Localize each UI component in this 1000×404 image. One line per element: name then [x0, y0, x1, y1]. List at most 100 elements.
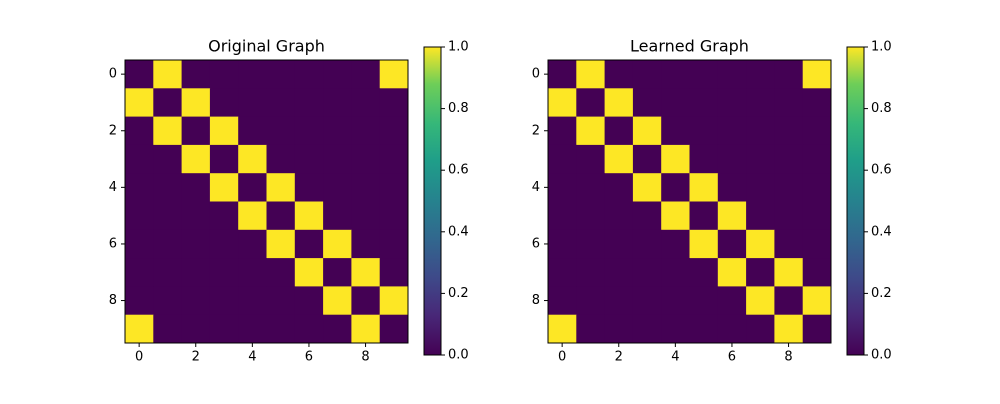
y-tick-label: 0 — [109, 67, 117, 82]
colorbar — [846, 46, 865, 356]
cell — [717, 229, 747, 259]
colorbar-tick-label: 0.8 — [871, 101, 892, 116]
cell — [209, 60, 239, 89]
cell — [717, 173, 747, 202]
cell — [209, 314, 239, 344]
cell — [351, 173, 381, 202]
cell — [351, 144, 381, 174]
cell — [576, 88, 605, 117]
cell — [294, 201, 324, 231]
cell — [604, 286, 634, 316]
cell — [661, 88, 690, 117]
cell — [125, 144, 154, 174]
colorbar-tick-label: 0.6 — [448, 163, 469, 178]
cell — [125, 286, 154, 316]
cell — [746, 173, 775, 202]
cell — [209, 88, 239, 117]
cell — [351, 229, 381, 259]
cell — [746, 286, 775, 316]
cell — [604, 314, 634, 344]
cell — [548, 258, 577, 287]
cell — [548, 60, 577, 89]
cell — [802, 60, 832, 89]
cell — [181, 314, 211, 344]
colorbar-tick-label: 0.6 — [871, 163, 892, 178]
cell — [351, 60, 381, 89]
cell — [717, 60, 747, 89]
cell — [323, 60, 352, 89]
cell — [604, 258, 634, 287]
cell — [379, 116, 409, 146]
cell — [802, 201, 832, 231]
cell — [689, 201, 719, 231]
y-tick-label: 2 — [532, 123, 540, 138]
colorbar-tick-label: 1.0 — [448, 40, 469, 55]
cell — [153, 258, 182, 287]
cell — [717, 144, 747, 174]
cell — [238, 229, 267, 259]
cell — [802, 286, 832, 316]
cell — [689, 144, 719, 174]
cell — [689, 229, 719, 259]
y-tick-label: 6 — [532, 236, 540, 251]
cell — [153, 173, 182, 202]
colorbar-tick-label: 0.4 — [448, 224, 469, 239]
cell — [632, 144, 662, 174]
cell — [661, 258, 690, 287]
cell — [379, 286, 409, 316]
cell — [548, 173, 577, 202]
cell — [576, 258, 605, 287]
cell — [632, 88, 662, 117]
cell — [661, 229, 690, 259]
chart-title: Learned Graph — [630, 37, 749, 56]
cell — [576, 60, 605, 89]
cell — [266, 144, 296, 174]
cell — [632, 229, 662, 259]
x-tick-label: 4 — [671, 350, 679, 365]
cell — [774, 144, 804, 174]
x-tick-label: 0 — [558, 350, 566, 365]
chart-title: Original Graph — [208, 37, 325, 56]
cell — [238, 258, 267, 287]
cell — [576, 144, 605, 174]
cell — [238, 314, 267, 344]
cell — [379, 201, 409, 231]
cell — [153, 286, 182, 316]
cell — [746, 88, 775, 117]
cell — [661, 314, 690, 344]
x-tick-label: 0 — [135, 350, 143, 365]
cell — [379, 144, 409, 174]
cell — [238, 201, 267, 231]
cell — [802, 314, 832, 344]
cell — [209, 173, 239, 202]
cell — [125, 314, 154, 344]
cell — [153, 144, 182, 174]
cell — [153, 60, 182, 89]
cell — [802, 144, 832, 174]
cell — [802, 88, 832, 117]
cell — [774, 60, 804, 89]
cell — [802, 258, 832, 287]
cell — [153, 116, 182, 146]
cell — [774, 229, 804, 259]
cell — [323, 258, 352, 287]
cell — [717, 314, 747, 344]
cell — [294, 314, 324, 344]
cell — [323, 116, 352, 146]
cell — [294, 173, 324, 202]
cell — [774, 258, 804, 287]
y-tick-label: 4 — [532, 180, 540, 195]
cell — [632, 201, 662, 231]
cell — [379, 314, 409, 344]
cell — [632, 314, 662, 344]
cell — [294, 60, 324, 89]
cell — [632, 286, 662, 316]
cell — [576, 314, 605, 344]
cell — [632, 173, 662, 202]
cell — [661, 144, 690, 174]
cell — [266, 201, 296, 231]
cell — [632, 258, 662, 287]
colorbar — [423, 46, 442, 356]
cell — [746, 144, 775, 174]
cell — [294, 116, 324, 146]
